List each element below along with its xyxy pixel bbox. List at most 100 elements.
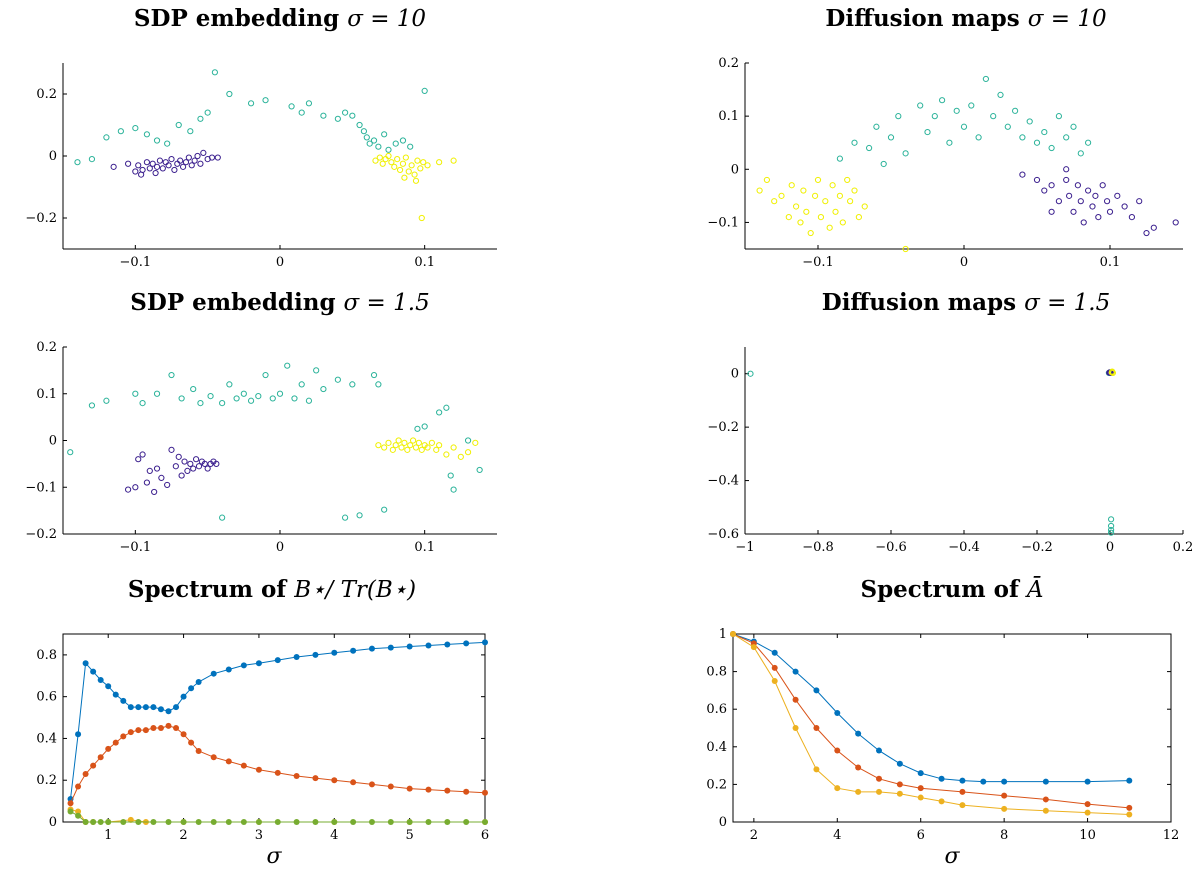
scatter-point [1095, 214, 1102, 221]
series-marker [225, 666, 232, 673]
scatter-point [153, 390, 161, 397]
panel-4: Diffusion maps σ = 1.5 −1 −0.8 −0.6 −0.4 −0.2… [707, 289, 1193, 555]
scatter-point [190, 465, 197, 472]
series-marker [225, 819, 232, 825]
series-marker [896, 760, 903, 767]
scatter-point [195, 463, 203, 470]
scatter-point [342, 514, 349, 521]
series-marker [157, 725, 164, 731]
scatter-point [375, 143, 382, 150]
scatter-point [255, 392, 262, 400]
scatter-point [839, 219, 846, 226]
title-math: σ = 10 [1028, 6, 1107, 32]
series-marker [157, 706, 164, 713]
scatter-point [902, 150, 909, 157]
scatter-point [342, 109, 349, 116]
x-tick-label: 0 [960, 255, 968, 270]
scatter-point [190, 385, 197, 393]
series-marker [834, 785, 841, 792]
y-tick-label: 0.4 [706, 740, 727, 755]
series-marker [917, 794, 924, 801]
x-axis-label: σ [944, 844, 960, 869]
scatter-series [372, 152, 457, 222]
x-tick-label: 12 [1163, 828, 1180, 843]
scatter-point [1048, 182, 1055, 189]
x-tick-label: −1 [735, 540, 754, 555]
scatter-point [139, 400, 146, 407]
scatter-point [208, 154, 216, 161]
scatter-point [960, 123, 968, 130]
scatter-point [179, 163, 187, 170]
series-marker [750, 644, 757, 651]
x-tick-label: −0.1 [120, 540, 152, 555]
series-marker [959, 802, 966, 809]
scatter-point [356, 121, 363, 129]
scatter-point [226, 90, 233, 98]
scatter-point [153, 137, 161, 144]
scatter-point [855, 214, 862, 221]
scatter-point [399, 160, 407, 167]
scatter-point [756, 187, 763, 194]
scatter-point [233, 395, 240, 402]
series-marker [406, 819, 413, 825]
y-tick-label: −0.4 [707, 474, 739, 489]
scatter-point [177, 157, 184, 164]
scatter-point [372, 157, 379, 164]
scatter-point [1150, 224, 1157, 231]
series-marker [97, 754, 104, 761]
scatter-point [276, 390, 284, 397]
scatter-point [866, 144, 873, 152]
scatter-point [197, 115, 204, 122]
series-marker [917, 770, 924, 777]
series-marker [1084, 778, 1091, 785]
scatter-point [379, 160, 386, 167]
title-text: SDP embedding [130, 289, 343, 316]
scatter-point [370, 371, 378, 379]
scatter-point [803, 208, 810, 215]
scatter-point [464, 449, 472, 456]
scatter-point [407, 143, 414, 150]
series-marker [1001, 778, 1008, 785]
y-tick-label: −0.1 [707, 215, 739, 230]
scatter-point [409, 437, 417, 444]
y-tick-label: 0 [731, 162, 739, 177]
scatter-point [269, 395, 276, 402]
scatter-point [298, 109, 305, 116]
scatter-point [207, 392, 214, 400]
scatter-point [125, 160, 132, 167]
scatter-point [424, 162, 431, 169]
scatter-point [1055, 198, 1063, 205]
scatter-point [1026, 118, 1033, 125]
scatter-point [143, 159, 151, 166]
scatter-point [320, 112, 327, 119]
scatter-point [1063, 166, 1070, 173]
y-tick-label: 0.4 [36, 731, 57, 746]
scatter-point [191, 157, 198, 164]
series-marker [188, 685, 195, 692]
scatter-point [117, 128, 124, 135]
scatter-point [861, 203, 868, 210]
x-tick-label: −0.4 [948, 540, 980, 555]
series-marker [90, 668, 97, 675]
series-marker [387, 819, 394, 825]
series-line [70, 725, 486, 804]
scatter-point [135, 162, 142, 169]
scatter-point [395, 437, 402, 444]
scatter-point [175, 121, 182, 129]
series-marker [150, 704, 157, 711]
scatter-point [214, 154, 221, 161]
scatter-point [975, 134, 982, 141]
series-marker [387, 783, 394, 790]
scatter-point [184, 467, 191, 474]
scatter-series [756, 176, 909, 253]
scatter-point [829, 182, 836, 189]
x-tick-label: 0.1 [414, 540, 435, 555]
scatter-point [785, 214, 792, 221]
scatter-point [172, 463, 179, 470]
scatter-point [240, 390, 247, 397]
series-marker [876, 747, 882, 754]
title-math: σ = 1.5 [344, 290, 430, 316]
y-tick-label: −0.2 [25, 211, 57, 226]
scatter-point [226, 381, 233, 388]
